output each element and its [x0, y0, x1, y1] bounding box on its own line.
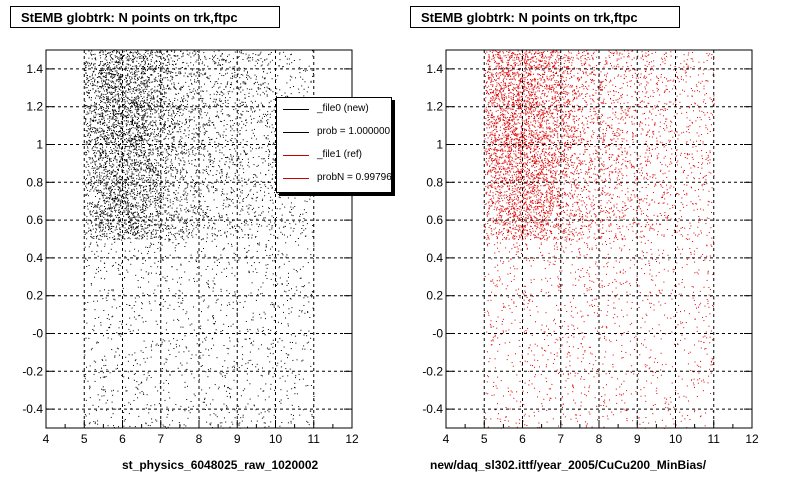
- legend-entry-file0: _file0 (new): [277, 101, 391, 119]
- y-tick-label--0: -0: [32, 327, 43, 341]
- y-tick-label-0.4: 0.4: [26, 251, 43, 265]
- y-tick-label-0.2: 0.2: [426, 289, 443, 303]
- y-tick-label-0.8: 0.8: [426, 175, 443, 189]
- x-tick-label-5: 5: [81, 432, 88, 446]
- x-tick-label-12: 12: [745, 432, 759, 446]
- y-tick-label--0: -0: [432, 327, 443, 341]
- y-tick-label-1: 1: [36, 138, 43, 152]
- y-tick-label--0.2: -0.2: [22, 364, 43, 378]
- right-x-axis-label: new/daq_sl302.ittf/year_2005/CuCu200_Min…: [430, 458, 707, 472]
- x-tick-label-7: 7: [157, 432, 164, 446]
- x-tick-label-10: 10: [669, 432, 683, 446]
- legend-line-probn: [283, 178, 309, 179]
- y-tick-label--0.4: -0.4: [22, 402, 43, 416]
- x-tick-label-11: 11: [308, 432, 321, 446]
- legend-entry-prob: prob = 1.000000: [277, 124, 391, 142]
- y-tick-label-1.4: 1.4: [26, 62, 43, 76]
- y-tick-label-1: 1: [436, 138, 443, 152]
- legend-line-file1: [283, 155, 309, 156]
- legend-label-file1: _file1 (ref): [317, 149, 363, 160]
- y-tick-label-0.8: 0.8: [26, 175, 43, 189]
- y-tick-label-1.4: 1.4: [426, 62, 443, 76]
- x-tick-label-8: 8: [596, 432, 603, 446]
- legend-line-file0: [283, 109, 309, 110]
- x-tick-label-10: 10: [269, 432, 283, 446]
- left-chart-title: StEMB globtrk: N points on trk,ftpc: [10, 6, 280, 28]
- scatter-points: [84, 50, 315, 429]
- x-tick-label-6: 6: [519, 432, 526, 446]
- y-tick-label-0.4: 0.4: [426, 251, 443, 265]
- x-tick-label-8: 8: [196, 432, 203, 446]
- legend: _file0 (new) prob = 1.000000 _file1 (ref…: [276, 97, 392, 193]
- scatter-points: [484, 50, 715, 429]
- legend-line-prob: [283, 132, 309, 133]
- right-chart-title: StEMB globtrk: N points on trk,ftpc: [410, 6, 680, 28]
- legend-label-prob: prob = 1.000000: [317, 126, 391, 137]
- y-tick-label-0.2: 0.2: [26, 289, 43, 303]
- x-tick-label-7: 7: [557, 432, 564, 446]
- y-tick-label-0.6: 0.6: [426, 213, 443, 227]
- legend-label-probn: probN = 0.997963: [317, 172, 392, 183]
- x-tick-label-12: 12: [345, 432, 359, 446]
- x-tick-label-9: 9: [634, 432, 641, 446]
- y-tick-label--0.2: -0.2: [422, 364, 443, 378]
- right-scatter-plot: 4 5 6 7 8 9 10 11 12 -0.4 -0.2 -0 0.2 0.4 0.6 0.8 1 1.2 1.…: [422, 49, 759, 446]
- legend-label-file0: _file0 (new): [317, 103, 369, 114]
- y-tick-label-0.6: 0.6: [26, 213, 43, 227]
- x-tick-label-6: 6: [119, 432, 126, 446]
- x-tick-label-5: 5: [481, 432, 488, 446]
- legend-entry-probn: probN = 0.997963: [277, 170, 392, 188]
- legend-entry-file1: _file1 (ref): [277, 147, 391, 165]
- x-tick-label-4: 4: [443, 432, 450, 446]
- x-tick-label-9: 9: [234, 432, 241, 446]
- left-x-axis-label: st_physics_6048025_raw_1020002: [122, 458, 319, 472]
- y-tick-label--0.4: -0.4: [422, 402, 443, 416]
- x-tick-label-11: 11: [708, 432, 721, 446]
- left-scatter-plot: 4 5 6 7 8 9 10 11 12 -0.4 -0.2 -0 0.2 0.4 0.6 0.8 1 1.2 1.…: [22, 49, 359, 446]
- x-tick-label-4: 4: [43, 432, 50, 446]
- y-tick-label-1.2: 1.2: [26, 100, 43, 114]
- y-tick-label-1.2: 1.2: [426, 100, 443, 114]
